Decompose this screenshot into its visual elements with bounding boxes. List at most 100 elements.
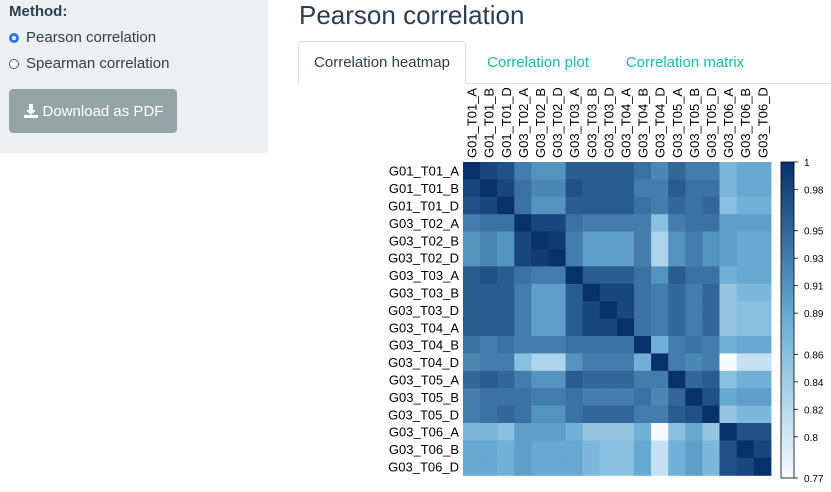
heatmap-cell [668,353,686,372]
heatmap-cell [497,249,515,267]
heatmap-cell [463,283,481,302]
heatmap-cell [668,336,686,354]
heatmap-cell [685,405,703,424]
heatmap-cell [480,457,498,476]
heatmap-cell [719,423,738,441]
heatmap-cell [702,353,721,372]
heatmap-cell [736,388,755,407]
heatmap-cell [753,196,772,215]
heatmap-cell [736,318,755,337]
column-label: G03_T03_D [601,87,616,158]
tab-correlation-plot[interactable]: Correlation plot [470,41,606,83]
heatmap-cell [463,405,481,424]
heatmap-cell [514,370,532,389]
heatmap-cell [480,196,498,215]
heatmap-cell [616,214,635,233]
heatmap-cell [634,301,652,320]
heatmap-cell [668,249,686,267]
heatmap-cell [736,301,755,320]
heatmap-cell [634,405,652,424]
tab-correlation-matrix[interactable]: Correlation matrix [610,41,760,83]
radio-selected-icon[interactable] [9,32,19,43]
heatmap-cell [668,231,686,250]
heatmap-cell [480,214,498,233]
heatmap-cell [736,196,755,215]
column-label: G03_T04_B [636,88,651,158]
heatmap-cell [463,249,481,267]
heatmap-cell [634,249,652,267]
heatmap-cell [616,179,635,198]
heatmap-cell [514,457,532,476]
heatmap-cell [702,370,721,389]
heatmap-cell [531,196,550,215]
column-label: G03_T03_A [567,88,582,158]
download-pdf-button[interactable]: Download as PDF [9,89,177,133]
column-label: G03_T06_D [755,87,770,158]
scale-tick-label: 0.77 [804,474,824,485]
heatmap-cell [668,440,686,459]
heatmap-cell [463,457,481,476]
heatmap-cell [702,214,721,233]
heatmap-cell [463,440,481,459]
heatmap-cell [753,301,772,320]
heatmap-cell [616,440,635,459]
row-label: G03_T02_B [389,233,459,248]
row-label: G01_T01_D [388,199,459,214]
heatmap-cell [548,249,567,267]
heatmap-cell [616,266,635,285]
heatmap-cell [736,231,755,250]
heatmap-cell [497,214,515,233]
heatmap-cell [616,283,635,302]
radio-pearson-label: Pearson correlation [26,29,157,46]
heatmap-cell [753,214,772,233]
heatmap-cell [514,231,532,250]
row-label: G01_T01_A [389,164,459,179]
heatmap-cell [616,301,635,320]
heatmap-cell [548,457,567,476]
heatmap-cell [497,405,515,424]
tab-correlation-heatmap[interactable]: Correlation heatmap [298,41,466,84]
heatmap-cell [480,423,498,441]
heatmap-cell [651,318,669,337]
heatmap-cell [497,388,515,407]
heatmap-cell [514,249,532,267]
heatmap-cell [651,283,669,302]
heatmap-cell [480,353,498,372]
heatmap-cell [651,196,669,215]
radio-pearson[interactable]: Pearson correlation [9,29,156,46]
heatmap-cell [497,283,515,302]
heatmap-cell [736,370,755,389]
heatmap-cell [719,336,738,354]
heatmap-cell [565,162,584,180]
heatmap-cell [463,266,481,285]
tab-matrix-label: Correlation matrix [625,53,745,71]
heatmap-cell [599,370,618,389]
scale-tick-label: 0.84 [804,378,824,389]
heatmap-cell [634,214,652,233]
row-label: G03_T03_D [388,303,459,318]
heatmap-cell [548,318,567,337]
heatmap-cell [736,283,755,302]
heatmap-cell [634,353,652,372]
scale-tick-label: 0.95 [804,227,824,238]
heatmap-cell [582,162,601,180]
heatmap-cell [616,318,635,337]
heatmap-cell [548,214,567,233]
heatmap-cell [548,196,567,215]
radio-spearman[interactable]: Spearman correlation [9,55,169,72]
column-label: G03_T05_A [670,88,685,158]
heatmap-cell [497,301,515,320]
heatmap-cell [463,301,481,320]
heatmap-cell [531,405,550,424]
heatmap-cell [616,405,635,424]
heatmap-cell [651,179,669,198]
heatmap-cell [531,266,550,285]
heatmap-cell [565,266,584,285]
heatmap-cell [719,283,738,302]
column-label: G03_T03_B [584,88,599,158]
heatmap-cell [497,457,515,476]
radio-unselected-icon[interactable] [9,58,19,69]
heatmap-cell [719,179,738,198]
heatmap-cell [582,388,601,407]
row-label: G03_T05_A [389,373,459,388]
